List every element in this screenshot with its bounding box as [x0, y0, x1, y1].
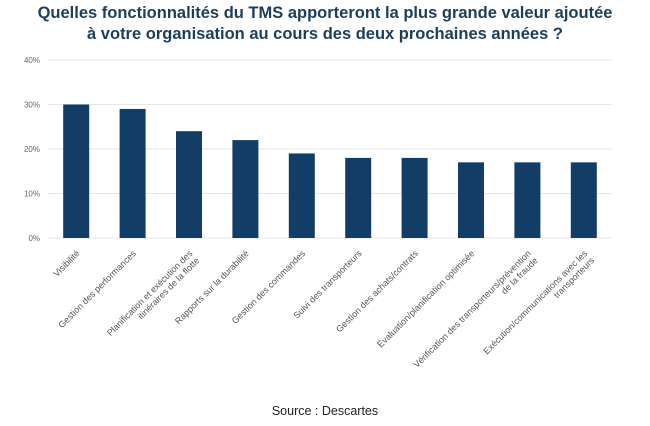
y-tick-label: 20% [24, 145, 40, 154]
bar [119, 108, 146, 238]
y-tick-label: 10% [24, 190, 40, 199]
bar [401, 157, 428, 238]
x-tick-label: Exécution/communications avec lestranspo… [481, 248, 596, 363]
x-tick-label: Visibilité [51, 248, 81, 278]
bar [63, 104, 90, 238]
bar [176, 131, 202, 238]
x-tick-label-line: Visibilité [51, 248, 81, 278]
x-tick-label-line: Vérification des transporteurs/préventio… [411, 248, 532, 369]
source-note: Source : Descartes [271, 404, 379, 418]
bars [63, 104, 597, 238]
y-axis-ticks: 0% 10% 20% 30% 40% [24, 56, 40, 243]
bar [288, 153, 315, 238]
bar [514, 162, 541, 238]
x-tick-label: Évaluation/planification optimisée [375, 248, 476, 349]
chart-title: Quelles fonctionnalités du TMS apportero… [0, 3, 650, 45]
y-tick-label: 30% [24, 101, 40, 110]
chart-title-line-2: à votre organisation au cours des deux p… [87, 25, 563, 43]
bar [570, 162, 597, 238]
bar [458, 162, 484, 238]
bar [345, 157, 372, 238]
chart-title-line-1: Quelles fonctionnalités du TMS apportero… [37, 4, 613, 22]
y-tick-label: 40% [24, 56, 40, 65]
x-tick-label-line: Évaluation/planification optimisée [375, 248, 476, 349]
bar [232, 140, 259, 238]
y-tick-label: 0% [28, 234, 40, 243]
